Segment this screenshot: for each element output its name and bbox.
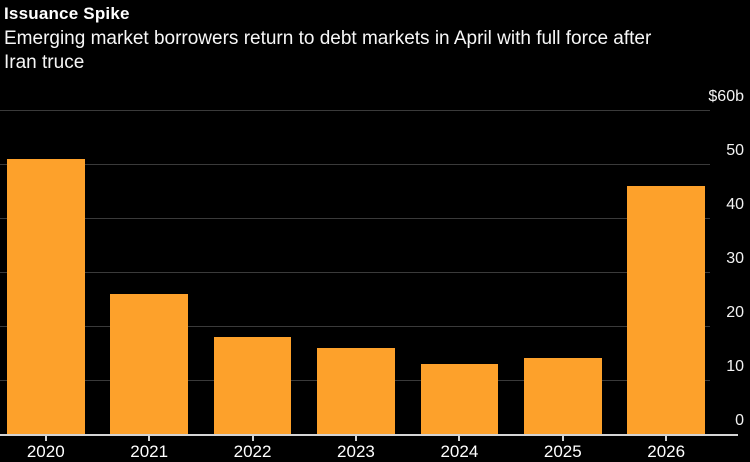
tick-mark-2023 — [354, 436, 357, 441]
tick-cell-2021 — [110, 436, 188, 442]
tick-cell-2026 — [627, 436, 705, 442]
y-axis-label-10: 10 — [726, 358, 744, 375]
x-axis-label-2021: 2021 — [130, 442, 169, 461]
gridline-60 — [0, 110, 710, 111]
x-axis-label-2023: 2023 — [337, 442, 375, 461]
chart-subtitle: Emerging market borrowers return to debt… — [4, 27, 746, 75]
x-axis-label-2020: 2020 — [26, 442, 65, 461]
tick-cell-2023 — [317, 436, 395, 442]
y-axis-label-$60b: $60b — [708, 88, 744, 105]
tick-mark-2022 — [251, 436, 254, 441]
bar-2026 — [627, 186, 705, 434]
y-axis-label-0: 0 — [735, 412, 744, 429]
gridline-40 — [0, 218, 710, 219]
tick-cell-2024 — [421, 436, 499, 442]
y-axis-label-20: 20 — [726, 304, 744, 321]
plot-area: 0 10 20 30 40 50 $60b 2020 2021 2022 2023 2024 2025… — [0, 88, 744, 461]
gridline-50 — [0, 164, 710, 165]
chart-title: Issuance Spike — [4, 4, 130, 23]
bar-2020 — [7, 159, 85, 434]
x-axis-label-2026: 2026 — [647, 442, 686, 461]
bar-2024 — [420, 364, 499, 434]
y-axis-label-30: 30 — [726, 250, 744, 267]
tick-cell-2020 — [7, 436, 85, 442]
chart-subtitle-line-2: Iran truce — [4, 52, 85, 73]
gridline-30 — [0, 272, 710, 273]
x-axis-label-2025: 2025 — [543, 442, 582, 461]
bar-2022 — [213, 337, 292, 434]
tick-mark-2025 — [561, 436, 564, 441]
tick-mark-2026 — [665, 436, 668, 441]
gridline-20 — [0, 326, 710, 327]
bar-2023 — [317, 348, 395, 434]
bar-2021 — [110, 294, 188, 434]
x-axis-line — [0, 434, 738, 436]
tick-mark-2021 — [148, 436, 151, 441]
x-axis-label-2022: 2022 — [233, 442, 272, 461]
tick-cell-2022 — [214, 436, 292, 442]
bars-layer — [7, 110, 705, 434]
x-axis-label-2024: 2024 — [440, 442, 479, 461]
x-axis-ticks — [7, 436, 705, 442]
chart-header: Issuance Spike Emerging market borrowers… — [4, 2, 746, 75]
bar-2025 — [524, 358, 602, 434]
x-axis-labels: 2020 2021 2022 2023 2024 2025 2026 — [7, 441, 705, 462]
tick-cell-2025 — [524, 436, 602, 442]
chart-subtitle-line-1: Emerging market borrowers return to debt… — [4, 28, 652, 49]
tick-mark-2020 — [44, 436, 47, 441]
y-axis-label-50: 50 — [726, 142, 744, 159]
y-axis-label-40: 40 — [726, 196, 744, 213]
tick-mark-2024 — [458, 436, 461, 441]
